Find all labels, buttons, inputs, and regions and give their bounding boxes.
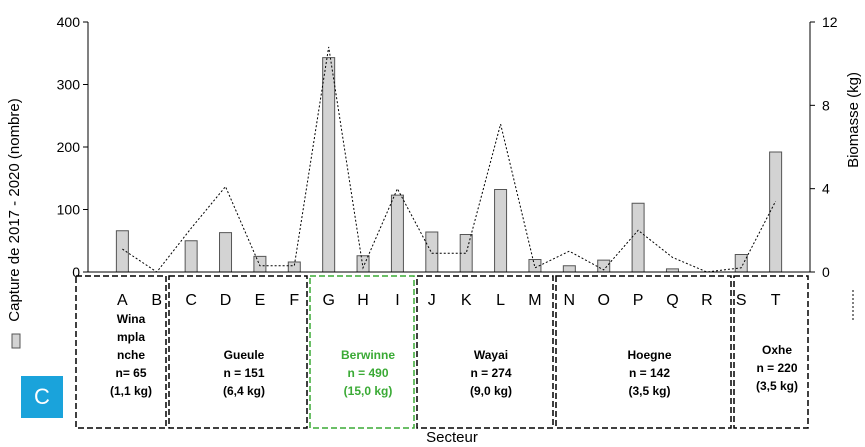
bar: [631, 202, 645, 273]
sector-group-label: (1,1 kg): [110, 384, 152, 398]
category-label: Q: [666, 292, 678, 309]
legend-bar-icon: [11, 333, 21, 349]
category-label: M: [528, 292, 541, 309]
sector-group-box: [733, 275, 809, 429]
sector-group-label: (6,4 kg): [223, 384, 265, 398]
sector-group-box: [168, 275, 308, 429]
biomass-line: [122, 46, 777, 273]
y-axis-right-title: Biomasse (kg): [845, 72, 862, 168]
sector-group-label: n = 490: [347, 366, 388, 380]
category-label: F: [289, 292, 299, 309]
bar: [734, 254, 748, 273]
category-label: A: [117, 292, 128, 309]
x-axis-title: Secteur: [426, 429, 478, 446]
sector-group-label: Wina: [117, 312, 146, 326]
bar: [253, 255, 267, 273]
category-label: O: [597, 292, 609, 309]
y-right-tick-label: 12: [822, 14, 838, 30]
sector-group-box: [416, 275, 554, 429]
sector-group-label: n = 151: [223, 366, 264, 380]
bar-series: [115, 57, 783, 273]
bar: [425, 231, 439, 273]
category-label: L: [496, 292, 505, 309]
bar: [459, 234, 473, 273]
category-label: R: [701, 292, 713, 309]
bar: [219, 232, 233, 273]
y-left-tick-label: 300: [57, 77, 81, 93]
sector-group-label: n = 274: [470, 366, 511, 380]
sector-group-box: [75, 275, 167, 429]
category-label: D: [220, 292, 232, 309]
category-label: P: [633, 292, 644, 309]
category-label: K: [461, 292, 472, 309]
tick-labels: 0 100 200 300 400 0 4 8 12: [57, 14, 838, 280]
category-label: I: [395, 292, 399, 309]
y-right-tick-label: 0: [822, 264, 830, 280]
category-label: T: [771, 292, 781, 309]
bar: [494, 189, 508, 273]
category-labels: A B C D E F G H I J K L M N O P Q R S T: [117, 292, 781, 309]
y-left-tick-label: 200: [57, 139, 81, 155]
category-label: J: [428, 292, 436, 309]
category-label: E: [255, 292, 266, 309]
sector-group-label: Oxhe: [762, 343, 792, 357]
category-label: H: [357, 292, 369, 309]
y-right-tick-label: 4: [822, 181, 830, 197]
sector-group-label: Gueule: [224, 348, 265, 362]
sector-group-label: mpla: [117, 330, 145, 344]
sector-group-label: n = 220: [756, 361, 797, 375]
bar: [356, 255, 370, 273]
category-label: B: [151, 292, 162, 309]
sector-group-label: n = 142: [629, 366, 670, 380]
sector-group-box: [309, 275, 415, 429]
bar: [184, 240, 198, 273]
sector-group-box: [555, 275, 732, 429]
sector-group-label: Berwinne: [341, 348, 395, 362]
category-label: N: [564, 292, 576, 309]
biomass-line-path: [122, 46, 777, 273]
sector-group-label: (15,0 kg): [344, 384, 393, 398]
bar: [562, 265, 576, 273]
y-left-tick-label: 100: [57, 202, 81, 218]
sector-group-label: n= 65: [115, 366, 146, 380]
sector-group-label: nche: [117, 348, 145, 362]
sector-group-label: Hoegne: [627, 348, 671, 362]
y-axis-left-title: Capture de 2017 - 2020 (nombre): [6, 98, 23, 321]
bar: [322, 57, 336, 273]
y-right-tick-label: 8: [822, 97, 830, 113]
bar: [390, 194, 404, 273]
category-label: S: [736, 292, 747, 309]
sector-group-label: (3,5 kg): [628, 384, 670, 398]
category-label: C: [185, 292, 197, 309]
y-left-tick-label: 0: [72, 264, 80, 280]
sector-group-label: Wayai: [474, 348, 508, 362]
panel-label-badge: C: [21, 376, 63, 418]
sector-groups: Wina mpla nche n= 65 (1,1 kg) Gueule n = 151 (6…: [75, 275, 809, 429]
axes: [11, 21, 854, 349]
bar: [769, 151, 783, 273]
sector-group-label: (9,0 kg): [470, 384, 512, 398]
sector-group-label: (3,5 kg): [756, 379, 798, 393]
y-left-tick-label: 400: [57, 14, 81, 30]
category-label: G: [322, 292, 334, 309]
